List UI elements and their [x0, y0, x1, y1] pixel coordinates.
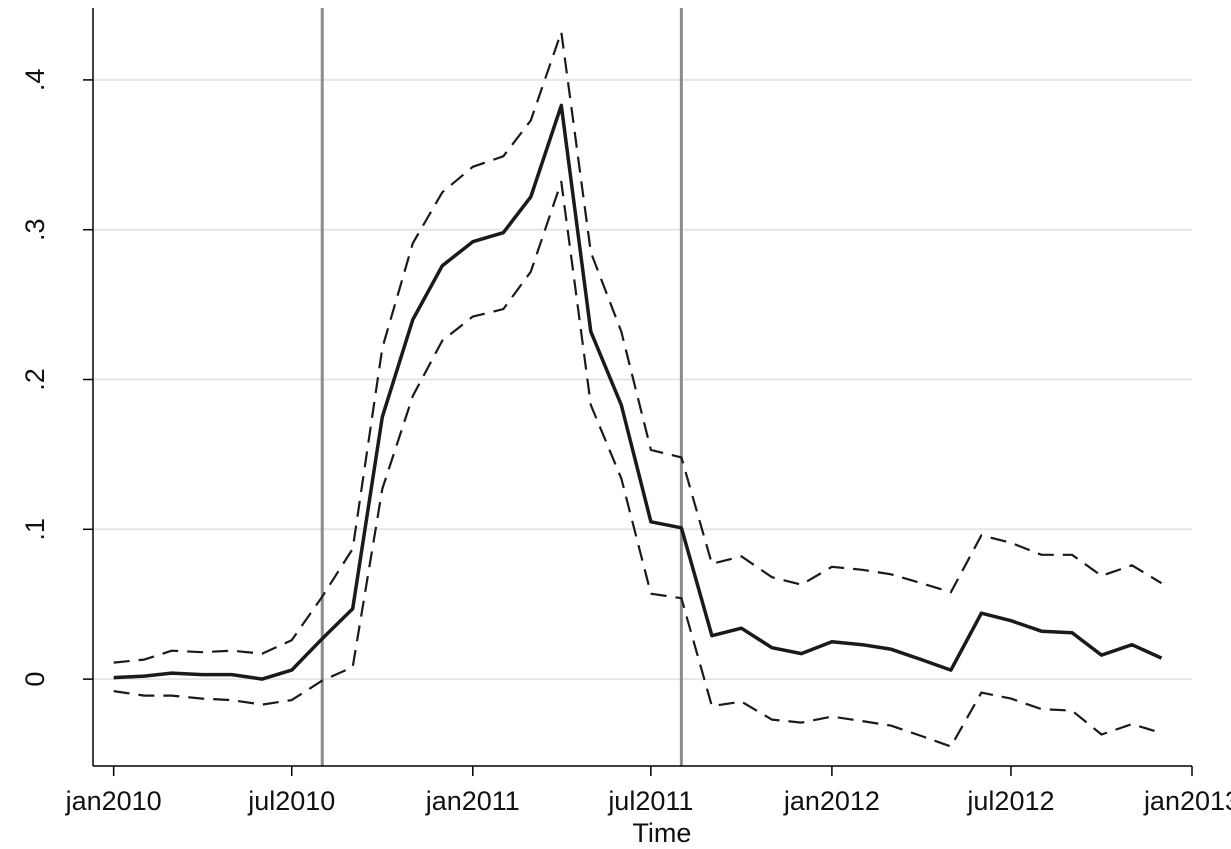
- y-tick-label: 0: [20, 672, 50, 687]
- confidence-bound-line: [113, 180, 1162, 748]
- x-tick-label: jan2012: [783, 786, 880, 816]
- y-tick-label: .1: [20, 518, 50, 541]
- axes: [92, 8, 1192, 767]
- x-tick-label: jan2011: [425, 786, 520, 816]
- x-tick-label: jul2012: [966, 786, 1054, 816]
- x-tick-label: jan2013: [1143, 786, 1231, 816]
- series-group: [113, 30, 1163, 748]
- y-ticks: 0 .1 .2 .3 .4: [20, 69, 93, 687]
- y-tick-label: .3: [20, 218, 50, 241]
- x-tick-label: jan2010: [65, 786, 162, 816]
- x-ticks: jan2010 jul2010 jan2011 jul2011 jan2012 jul20…: [65, 766, 1231, 816]
- x-axis-title: Time: [632, 818, 691, 848]
- confidence-bound-line: [113, 30, 1163, 664]
- x-tick-label: jul2011: [607, 786, 693, 816]
- y-tick-label: .2: [20, 368, 50, 391]
- estimate-line: [113, 103, 1163, 681]
- y-tick-label: .4: [20, 69, 50, 92]
- x-tick-label: jul2010: [247, 786, 335, 816]
- gridlines: [93, 78, 1192, 681]
